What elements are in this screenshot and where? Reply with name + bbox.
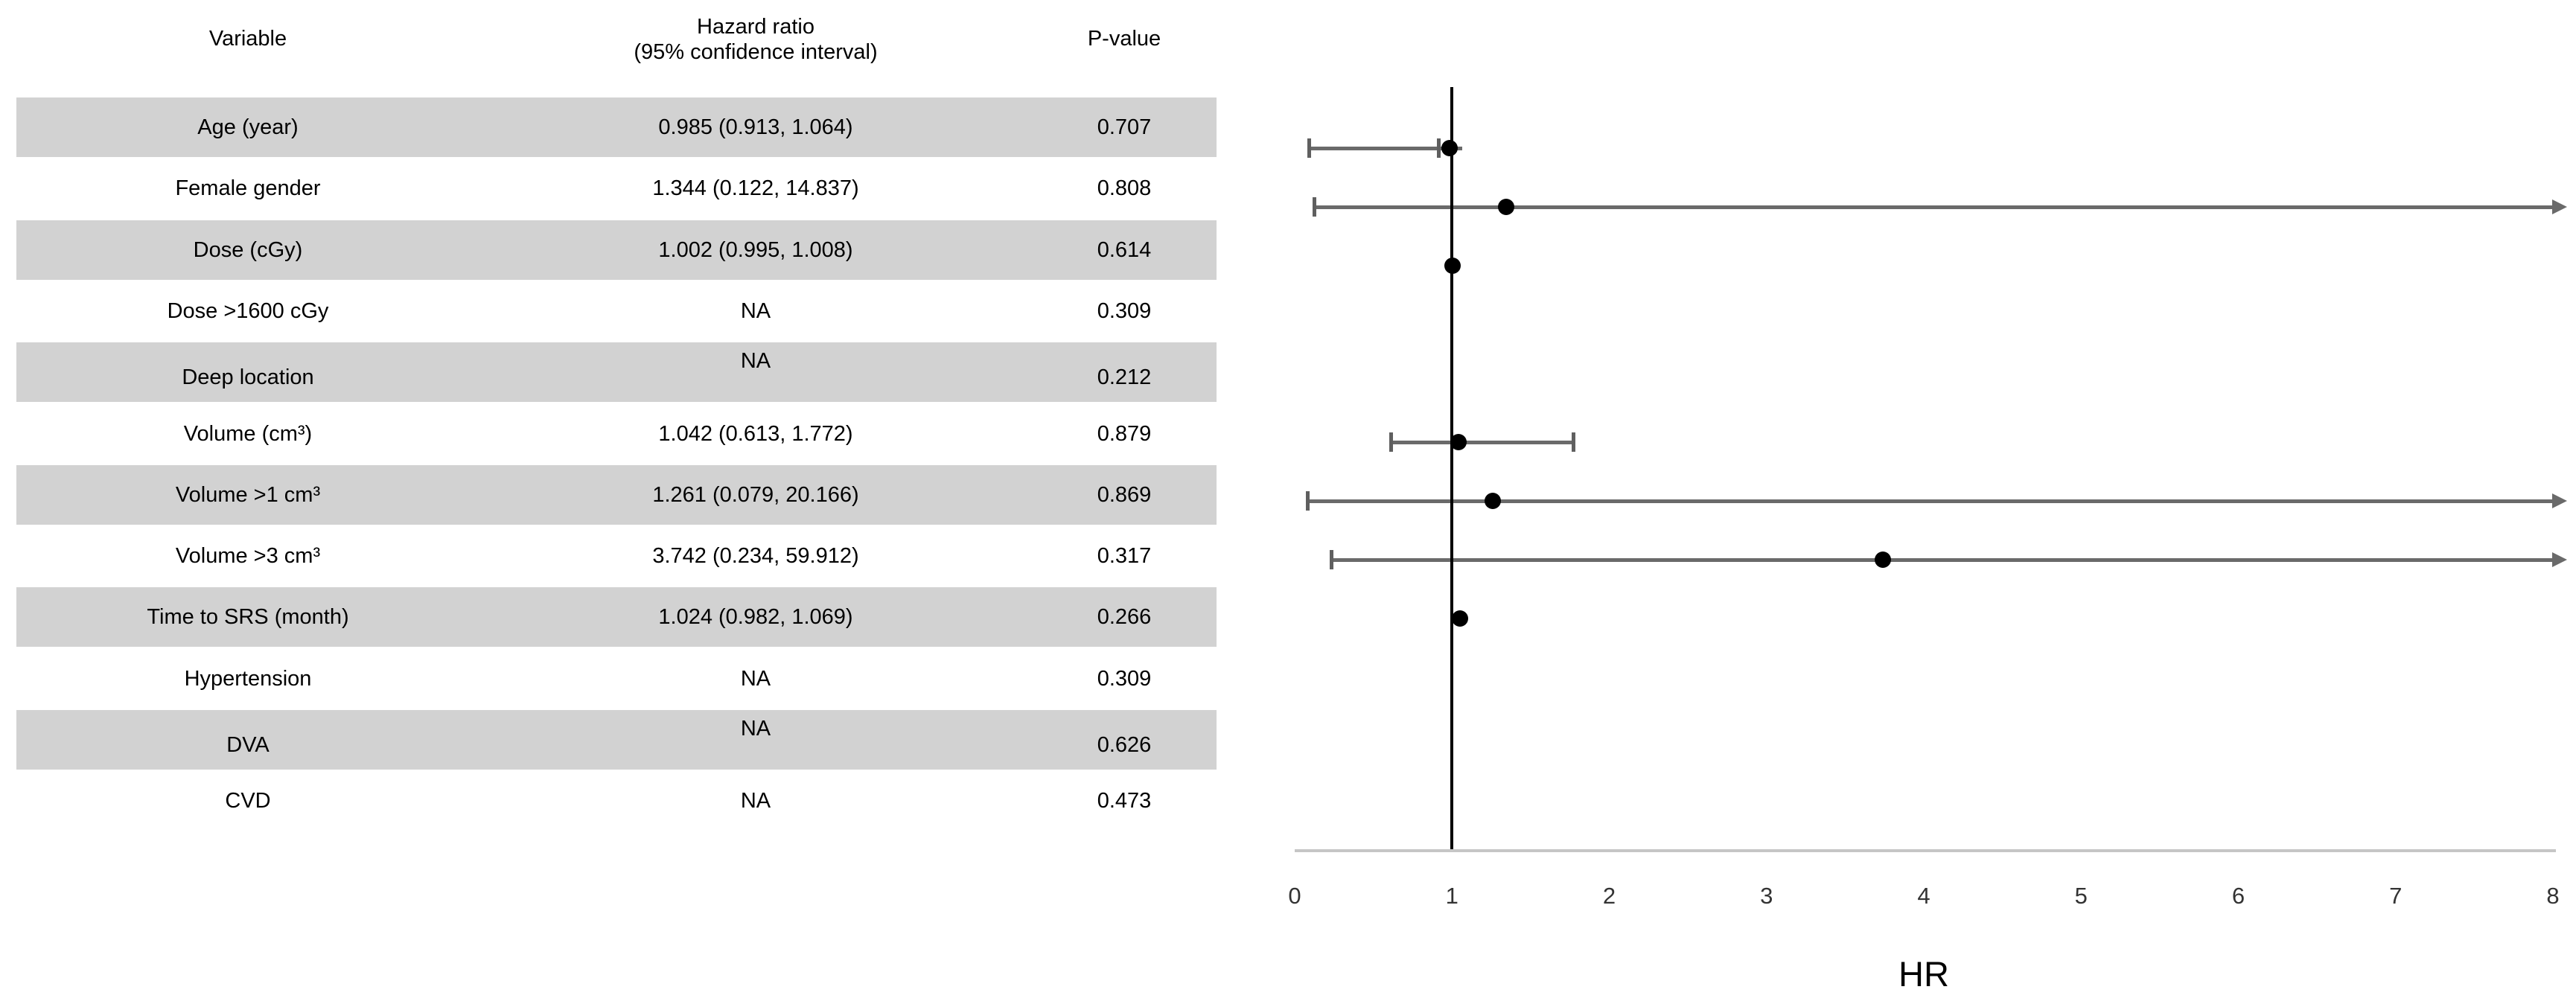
row-shading	[16, 465, 1217, 525]
table-row: Dose (cGy) 1.002 (0.995, 1.008) 0.614	[0, 220, 1266, 280]
ci-whisker-line	[1331, 558, 2553, 562]
ci-cap	[1305, 491, 1310, 511]
hr-point-marker	[1485, 493, 1502, 509]
row-pvalue: 0.266	[1097, 605, 1152, 629]
table-row: CVD NA 0.473	[0, 771, 1266, 831]
row-pvalue: 0.212	[1097, 365, 1152, 389]
ci-cap	[1572, 432, 1576, 452]
table-row: Volume >3 cm³ 3.742 (0.234, 59.912) 0.317	[0, 526, 1266, 586]
ci-arrow-right	[2552, 199, 2567, 214]
row-variable: DVA	[226, 733, 270, 757]
ci-arrow-right	[2552, 493, 2567, 508]
table-row: Time to SRS (month) 1.024 (0.982, 1.069) 0…	[0, 587, 1266, 647]
ci-arrow-right	[2552, 552, 2567, 567]
row-pvalue: 0.614	[1097, 238, 1152, 262]
row-variable: Age (year)	[197, 115, 299, 139]
x-tick-label: 6	[2231, 883, 2245, 909]
ci-whisker-line	[1307, 499, 2553, 503]
ci-cap	[1436, 138, 1441, 158]
table-row: Volume >1 cm³ 1.261 (0.079, 20.166) 0.869	[0, 465, 1266, 525]
row-pvalue: 0.473	[1097, 789, 1152, 813]
col-header-variable: Variable	[208, 27, 287, 51]
row-variable: Volume >1 cm³	[175, 483, 321, 507]
row-hazard-ratio: 3.742 (0.234, 59.912)	[652, 544, 859, 568]
row-hazard-ratio: NA	[740, 667, 771, 691]
x-tick-label: 8	[2546, 883, 2560, 909]
row-pvalue: 0.317	[1097, 544, 1152, 568]
row-hazard-ratio: 1.002 (0.995, 1.008)	[658, 238, 853, 262]
col-header-hazard-line1: Hazard ratio	[697, 15, 814, 39]
row-pvalue: 0.309	[1097, 667, 1152, 691]
row-hazard-ratio: NA	[740, 789, 771, 813]
x-axis-label: HR	[1898, 954, 1949, 994]
row-hazard-ratio: 1.261 (0.079, 20.166)	[652, 483, 859, 507]
hr-point-marker	[1450, 434, 1467, 450]
row-hazard-ratio: NA	[740, 717, 771, 741]
ci-whisker-line	[1309, 147, 1462, 150]
table-row: Dose >1600 cGy NA 0.309	[0, 281, 1266, 341]
x-tick-label: 4	[1917, 883, 1931, 909]
ci-cap	[1307, 138, 1311, 158]
row-variable: CVD	[225, 789, 271, 813]
col-header-pvalue: P-value	[1087, 27, 1161, 51]
row-pvalue: 0.869	[1097, 483, 1152, 507]
hr-point-marker	[1875, 552, 1892, 568]
row-hazard-ratio: 0.985 (0.913, 1.064)	[658, 115, 853, 139]
row-pvalue: 0.309	[1097, 299, 1152, 323]
ci-cap	[1312, 197, 1316, 217]
row-variable: Deep location	[182, 365, 314, 389]
ci-cap	[1330, 550, 1334, 569]
ci-whisker-line	[1313, 205, 2553, 209]
hr-point-marker	[1441, 140, 1458, 156]
row-variable: Dose (cGy)	[193, 238, 303, 262]
x-tick-label: 0	[1288, 883, 1301, 909]
table-row: Age (year) 0.985 (0.913, 1.064) 0.707	[0, 97, 1266, 157]
x-tick-label: 3	[1760, 883, 1773, 909]
table-row: Female gender 1.344 (0.122, 14.837) 0.808	[0, 159, 1266, 218]
row-pvalue: 0.879	[1097, 422, 1152, 446]
row-shading	[16, 710, 1217, 770]
x-tick-label: 2	[1602, 883, 1616, 909]
row-shading	[16, 97, 1217, 157]
row-shading	[16, 342, 1217, 402]
row-hazard-ratio: 1.042 (0.613, 1.772)	[658, 422, 853, 446]
row-pvalue: 0.626	[1097, 733, 1152, 757]
ci-whisker-line	[1391, 441, 1574, 444]
row-variable: Volume (cm³)	[183, 422, 313, 446]
reference-line	[1450, 87, 1454, 852]
hr-point-marker	[1497, 199, 1514, 215]
row-variable: Dose >1600 cGy	[167, 299, 329, 323]
row-hazard-ratio: NA	[740, 299, 771, 323]
row-hazard-ratio: 1.344 (0.122, 14.837)	[652, 176, 859, 200]
col-header-hazard-line2: (95% confidence interval)	[634, 40, 878, 64]
x-tick-label: 7	[2389, 883, 2403, 909]
table-row: Deep location NA 0.212	[0, 342, 1266, 402]
row-shading	[16, 220, 1217, 280]
table-row: Volume (cm³) 1.042 (0.613, 1.772) 0.879	[0, 404, 1266, 464]
table-row: Hypertension NA 0.309	[0, 649, 1266, 709]
row-hazard-ratio: 1.024 (0.982, 1.069)	[658, 605, 853, 629]
row-hazard-ratio: NA	[740, 349, 771, 373]
x-axis	[1295, 849, 2556, 852]
row-variable: Time to SRS (month)	[147, 605, 349, 629]
ci-cap	[1389, 432, 1394, 452]
row-shading	[16, 587, 1217, 647]
row-variable: Hypertension	[184, 667, 312, 691]
x-tick-label: 5	[2074, 883, 2088, 909]
x-tick-label: 1	[1445, 883, 1458, 909]
row-variable: Female gender	[175, 176, 321, 200]
row-variable: Volume >3 cm³	[175, 544, 321, 568]
hr-point-marker	[1451, 610, 1468, 627]
table-row: DVA NA 0.626	[0, 710, 1266, 770]
row-pvalue: 0.707	[1097, 115, 1152, 139]
row-pvalue: 0.808	[1097, 176, 1152, 200]
